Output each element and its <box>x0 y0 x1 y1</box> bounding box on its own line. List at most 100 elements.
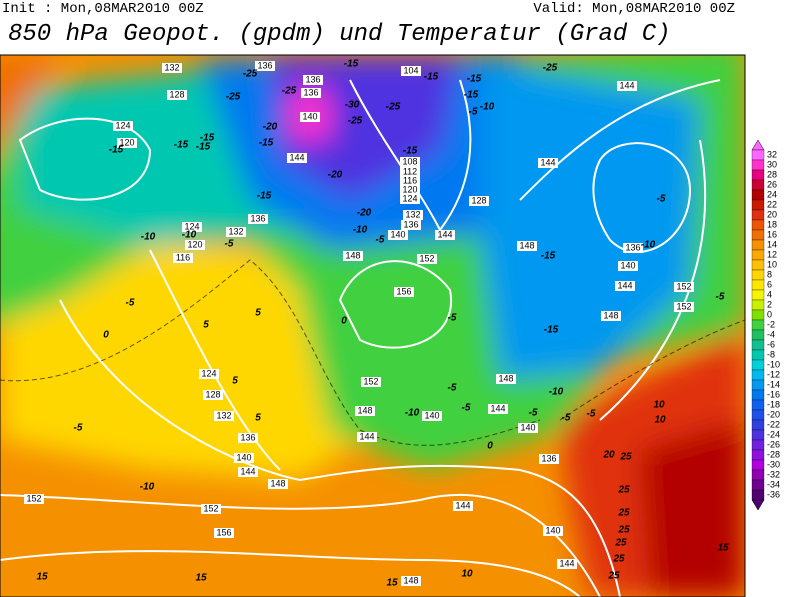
temperature-label: -5 <box>716 292 725 303</box>
temperature-label: 15 <box>195 573 207 584</box>
label-box <box>287 153 307 163</box>
label-box <box>400 167 420 177</box>
geopotential-label: 144 <box>559 558 574 568</box>
geopotential-label: 144 <box>240 466 255 476</box>
contour <box>559 319 745 421</box>
geopotential-label: 136 <box>541 453 556 463</box>
temperature-label: -5 <box>448 383 457 394</box>
geopotential-label: 136 <box>625 242 640 252</box>
label-box <box>435 230 455 240</box>
label-box <box>400 185 420 195</box>
colorbar-label: -36 <box>767 489 780 499</box>
temperature-label: -5 <box>657 194 666 205</box>
colorbar-label: -16 <box>767 389 780 399</box>
label-box <box>167 90 187 100</box>
colorbar-label: -26 <box>767 439 780 449</box>
temperature-label: -15 <box>196 142 211 153</box>
colorbar-swatch <box>751 219 765 231</box>
label-box <box>214 411 234 421</box>
temperature-label: -5 <box>376 235 385 246</box>
colorbar-swatch <box>751 479 765 491</box>
colorbar-label: 32 <box>767 149 777 159</box>
field-hot-core <box>640 420 745 597</box>
geopotential-label: 144 <box>289 152 304 162</box>
map-frame <box>0 54 746 597</box>
label-box <box>173 253 193 263</box>
temperature-label: -15 <box>403 146 418 157</box>
temperature-label: -15 <box>544 325 559 336</box>
colorbar-label: 2 <box>767 299 772 309</box>
colorbar-swatch <box>751 299 765 311</box>
geopotential-label: 144 <box>455 500 470 510</box>
geopotential-label: 136 <box>257 60 272 70</box>
colorbar-swatch <box>751 259 765 271</box>
colorbar-swatch <box>751 149 765 161</box>
colorbar-arrow-bottom <box>751 499 765 511</box>
geopotential-label: 144 <box>617 280 632 290</box>
geopotential-label: 144 <box>619 80 634 90</box>
colorbar-label: -4 <box>767 329 775 339</box>
geopotential-label: 152 <box>26 493 41 503</box>
temperature-label: 0 <box>103 330 109 341</box>
label-box <box>617 81 637 91</box>
colorbar-label: 22 <box>767 199 777 209</box>
temperature-label: -15 <box>109 145 124 156</box>
geopotential-label: 112 <box>403 166 417 176</box>
label-box <box>618 261 638 271</box>
temperature-label: -30 <box>345 100 360 111</box>
map-title: 850 hPa Geopot. (gpdm) und Temperatur (G… <box>8 21 671 48</box>
label-box <box>623 243 643 253</box>
label-box <box>201 504 221 514</box>
colorbar-swatch <box>751 489 765 501</box>
label-box <box>543 526 563 536</box>
label-box <box>113 121 133 131</box>
label-box <box>518 423 538 433</box>
geopotential-label: 120 <box>402 184 417 194</box>
colorbar-swatch <box>751 329 765 341</box>
geopotential-label: 136 <box>305 74 320 84</box>
label-box <box>538 158 558 168</box>
colorbar-swatch <box>751 239 765 251</box>
contour <box>18 117 152 201</box>
contour <box>519 79 721 201</box>
colorbar-label: 28 <box>767 169 777 179</box>
colorbar-swatch <box>751 279 765 291</box>
temperature-label: 10 <box>653 400 665 411</box>
geopotential-label: 124 <box>201 368 216 378</box>
temperature-label: 10 <box>654 415 666 426</box>
geopotential-label: 116 <box>176 252 190 262</box>
contour <box>592 142 692 253</box>
label-box <box>403 210 423 220</box>
geopotential-label: 148 <box>270 478 285 488</box>
temperature-label: -25 <box>226 92 241 103</box>
geopotential-label: 132 <box>216 410 231 420</box>
geopotential-label: 136 <box>240 432 255 442</box>
geopotential-label: 104 <box>403 65 418 75</box>
colorbar-swatch <box>751 289 765 301</box>
geopotential-label: 144 <box>437 229 452 239</box>
label-box <box>601 311 621 321</box>
colorbar: 32302826242220181614121086420-2-4-6-8-10… <box>751 139 780 511</box>
temperature-label: -5 <box>529 408 538 419</box>
geopotential-label: 156 <box>216 527 231 537</box>
temperature-label: 5 <box>232 376 238 387</box>
temperature-label: 15 <box>386 578 398 589</box>
temperature-label: -10 <box>353 225 368 236</box>
geopotential-label: 156 <box>396 286 411 296</box>
colorbar-label: 20 <box>767 209 777 219</box>
label-box <box>203 390 223 400</box>
geopotential-label: 152 <box>419 253 434 263</box>
temperature-label: -15 <box>200 133 215 144</box>
temperature-label: -10 <box>549 387 564 398</box>
label-box <box>343 251 363 261</box>
colorbar-label: -28 <box>767 449 780 459</box>
temperature-label: -10 <box>480 102 495 113</box>
colorbar-label: -6 <box>767 339 775 349</box>
geopotential-label: 132 <box>164 62 179 72</box>
temperature-label: 25 <box>617 525 630 536</box>
colorbar-swatch <box>751 229 765 241</box>
colorbar-swatch <box>751 189 765 201</box>
temperature-label: 0 <box>341 316 347 327</box>
geopotential-label: 152 <box>203 503 218 513</box>
temperature-label: -5 <box>587 409 596 420</box>
